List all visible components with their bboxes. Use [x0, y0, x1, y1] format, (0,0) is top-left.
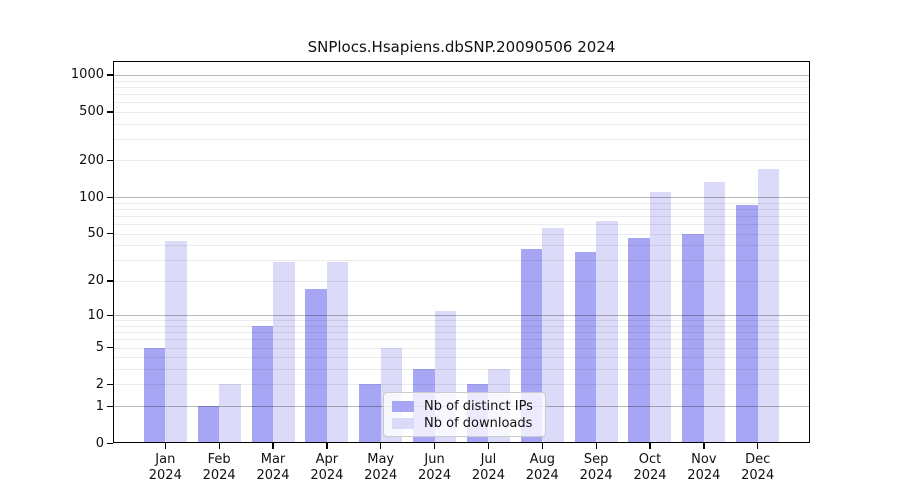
- x-tick-label: Aug 2024: [512, 452, 572, 484]
- x-tick-label-month: May: [367, 452, 395, 467]
- y-tick-label: 0: [95, 435, 104, 451]
- x-tick-mark: [595, 443, 597, 449]
- x-tick-label-year: 2024: [256, 468, 290, 483]
- x-tick-label: Mar 2024: [243, 452, 303, 484]
- x-tick-label: Jan 2024: [135, 452, 195, 484]
- y-tick-label: 100: [79, 189, 104, 205]
- chart-title: SNPlocs.Hsapiens.dbSNP.20090506 2024: [307, 38, 616, 56]
- x-tick-label-year: 2024: [687, 468, 721, 483]
- x-tick-label-month: Jan: [155, 452, 176, 467]
- x-tick-label: May 2024: [351, 452, 411, 484]
- x-tick-mark: [649, 443, 651, 449]
- x-tick-mark: [703, 443, 705, 449]
- x-tick-label-year: 2024: [202, 468, 236, 483]
- x-tick-mark: [164, 443, 166, 449]
- legend-swatch-downloads: [392, 418, 414, 429]
- y-tick-label: 20: [87, 273, 104, 289]
- legend-item-distinct-ips: Nb of distinct IPs: [392, 398, 537, 415]
- y-tick-label: 2: [95, 376, 104, 392]
- x-tick-mark: [380, 443, 382, 449]
- x-tick-label-year: 2024: [364, 468, 398, 483]
- plot-frame: [113, 61, 810, 443]
- y-tick-label: 200: [79, 152, 104, 168]
- legend-label-downloads: Nb of downloads: [424, 416, 533, 431]
- x-tick-label-year: 2024: [471, 468, 505, 483]
- y-tick-label: 1: [95, 398, 104, 414]
- legend: Nb of distinct IPs Nb of downloads: [383, 392, 546, 437]
- y-tick-label: 1000: [70, 67, 104, 83]
- x-tick-label-year: 2024: [579, 468, 613, 483]
- x-tick-label-year: 2024: [525, 468, 559, 483]
- x-tick-label: Sep 2024: [566, 452, 626, 484]
- x-tick-label: Jul 2024: [458, 452, 518, 484]
- x-tick-label-month: Jul: [480, 452, 497, 467]
- x-tick-mark: [433, 443, 436, 449]
- x-tick-label-month: Feb: [207, 452, 231, 467]
- legend-swatch-distinct-ips: [392, 401, 414, 412]
- y-tick-label: 50: [87, 226, 104, 242]
- x-tick-label: Feb 2024: [189, 452, 249, 484]
- x-tick-mark: [218, 443, 220, 449]
- x-tick-label-month: Nov: [691, 452, 717, 467]
- x-tick-label: Oct 2024: [620, 452, 680, 484]
- x-tick-mark: [487, 443, 490, 449]
- x-tick-label-year: 2024: [741, 468, 775, 483]
- x-tick-label: Nov 2024: [674, 452, 734, 484]
- x-tick-label-month: Aug: [529, 452, 555, 467]
- x-tick-label: Apr 2024: [297, 452, 357, 484]
- x-tick-label: Dec 2024: [728, 452, 788, 484]
- x-tick-mark: [326, 443, 328, 449]
- x-tick-mark: [541, 443, 543, 449]
- x-tick-label-month: Sep: [583, 452, 609, 467]
- x-tick-label-year: 2024: [633, 468, 667, 483]
- legend-item-downloads: Nb of downloads: [392, 415, 537, 432]
- y-tick-label: 10: [87, 307, 104, 323]
- x-tick-label-year: 2024: [310, 468, 344, 483]
- x-tick-mark: [272, 443, 274, 449]
- x-tick-label: Jun 2024: [405, 452, 465, 484]
- x-tick-label-month: Dec: [745, 452, 771, 467]
- x-tick-label-month: Oct: [638, 452, 662, 467]
- x-tick-label-year: 2024: [418, 468, 452, 483]
- x-tick-label-month: Jun: [424, 452, 445, 467]
- x-tick-label-year: 2024: [148, 468, 182, 483]
- y-tick-label: 500: [79, 104, 104, 120]
- x-tick-label-month: Apr: [315, 452, 339, 467]
- x-tick-mark: [757, 443, 759, 449]
- legend-label-distinct-ips: Nb of distinct IPs: [424, 399, 533, 414]
- x-tick-label-month: Mar: [260, 452, 286, 467]
- y-tick-label: 5: [95, 340, 104, 356]
